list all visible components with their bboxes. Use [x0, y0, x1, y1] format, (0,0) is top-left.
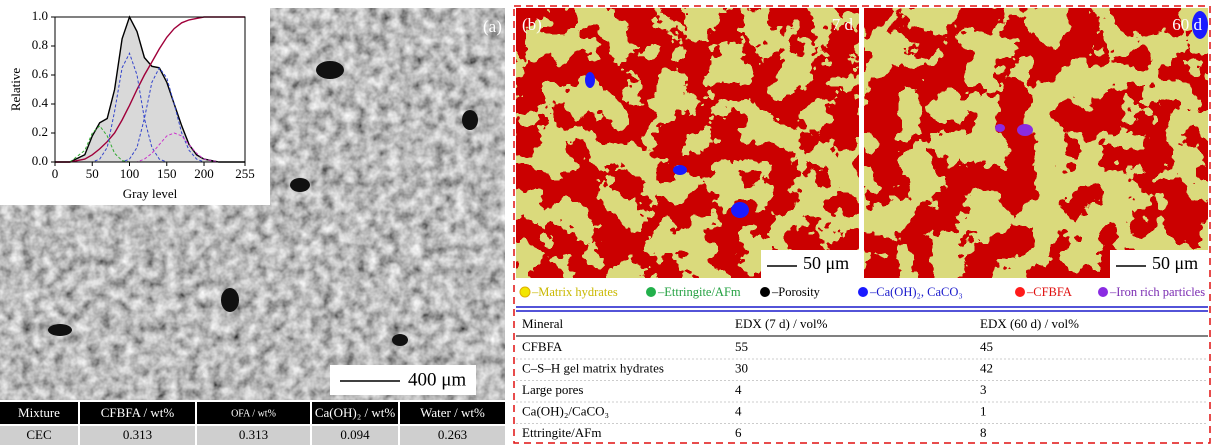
- header-text: Ca(OH)₂ / wt%: [315, 405, 396, 420]
- map-label: 7 d: [832, 15, 854, 34]
- cell-text: C–S–H gel matrix hydrates: [522, 360, 664, 375]
- cell-text: 30: [735, 360, 748, 375]
- header-text: Mixture: [18, 405, 60, 420]
- legend-swatch: [646, 287, 656, 297]
- panel-label: (b): [522, 15, 542, 34]
- legend-label: –Ca(OH)₂, CaCO₃: [869, 285, 963, 299]
- composition-table: Mineral EDX (7 d) / vol% EDX (60 d) / vol%…: [516, 316, 1208, 440]
- legend: –Matrix hydrates –Ettringite/AFm –Porosity…: [520, 285, 1205, 299]
- x-axis-label: Gray level: [123, 186, 178, 201]
- y-tick-label: 0.8: [32, 37, 48, 52]
- header-text: OFA / wt%: [231, 408, 276, 419]
- legend-swatch: [1098, 287, 1108, 297]
- cell-text: 3: [980, 382, 987, 397]
- legend-swatch: [760, 287, 770, 297]
- cell-text: 6: [735, 425, 742, 440]
- cell-text: 8: [980, 425, 987, 440]
- cell-text: 45: [980, 339, 993, 354]
- legend-label: –Ettringite/AFm: [657, 285, 741, 299]
- y-tick-label: 0.6: [32, 66, 49, 81]
- cell-text: Large pores: [522, 382, 583, 397]
- header-text: EDX (7 d) / vol%: [735, 316, 828, 331]
- cell-text: 42: [980, 360, 993, 375]
- scale-bar-label: 400 μm: [408, 369, 466, 390]
- y-tick-label: 0.4: [32, 95, 49, 110]
- cell-text: CEC: [26, 427, 51, 442]
- header-text: CFBFA / wt%: [101, 405, 175, 420]
- legend-swatch: [520, 287, 530, 297]
- legend-swatch: [858, 287, 868, 297]
- y-tick-label: 0.2: [32, 124, 48, 139]
- header-text: Mineral: [522, 316, 564, 331]
- x-tick-label: 50: [86, 166, 99, 181]
- cell-text: CFBFA: [522, 339, 563, 354]
- map-label: 60 d: [1172, 15, 1202, 34]
- cell-text: 55: [735, 339, 748, 354]
- cell-text: 0.313: [123, 427, 152, 442]
- figure: (a) 400 μm Mixture CFBFA / wt% OFA / wt% Ca…: [0, 0, 1212, 445]
- header-text: EDX (60 d) / vol%: [980, 316, 1079, 331]
- legend-swatch: [1015, 287, 1025, 297]
- cell-text: Ettringite/AFm: [522, 425, 601, 440]
- cell-text: 4: [735, 382, 742, 397]
- x-tick-label: 0: [52, 166, 59, 181]
- cell-text: Ca(OH)₂/CaCO₃: [522, 403, 609, 418]
- cell-text: 1: [980, 403, 987, 418]
- cell-text: 0.263: [438, 427, 467, 442]
- panel-label: (a): [483, 17, 502, 36]
- y-tick-label: 1.0: [32, 8, 48, 23]
- y-tick-label: 0.0: [32, 153, 48, 168]
- x-tick-label: 255: [235, 166, 255, 181]
- cell-text: 0.094: [340, 427, 370, 442]
- legend-label: –Matrix hydrates: [531, 285, 618, 299]
- legend-label: –Porosity: [771, 285, 821, 299]
- x-tick-label: 100: [120, 166, 140, 181]
- header-text: Water / wt%: [420, 405, 485, 420]
- mixture-table: Mixture CFBFA / wt% OFA / wt% Ca(OH)₂ / wt%…: [0, 402, 505, 445]
- y-axis-label: Relative: [8, 68, 23, 112]
- legend-label: –CFBFA: [1026, 285, 1072, 299]
- map-image: [864, 8, 1208, 278]
- scale-bar-label: 50 μm: [803, 253, 849, 273]
- legend-label: –Iron rich particles: [1109, 285, 1205, 299]
- x-tick-label: 150: [157, 166, 177, 181]
- map-image: [516, 8, 859, 278]
- cell-text: 4: [735, 403, 742, 418]
- x-tick-label: 200: [194, 166, 214, 181]
- scale-bar-label: 50 μm: [1152, 253, 1198, 273]
- cell-text: 0.313: [239, 427, 268, 442]
